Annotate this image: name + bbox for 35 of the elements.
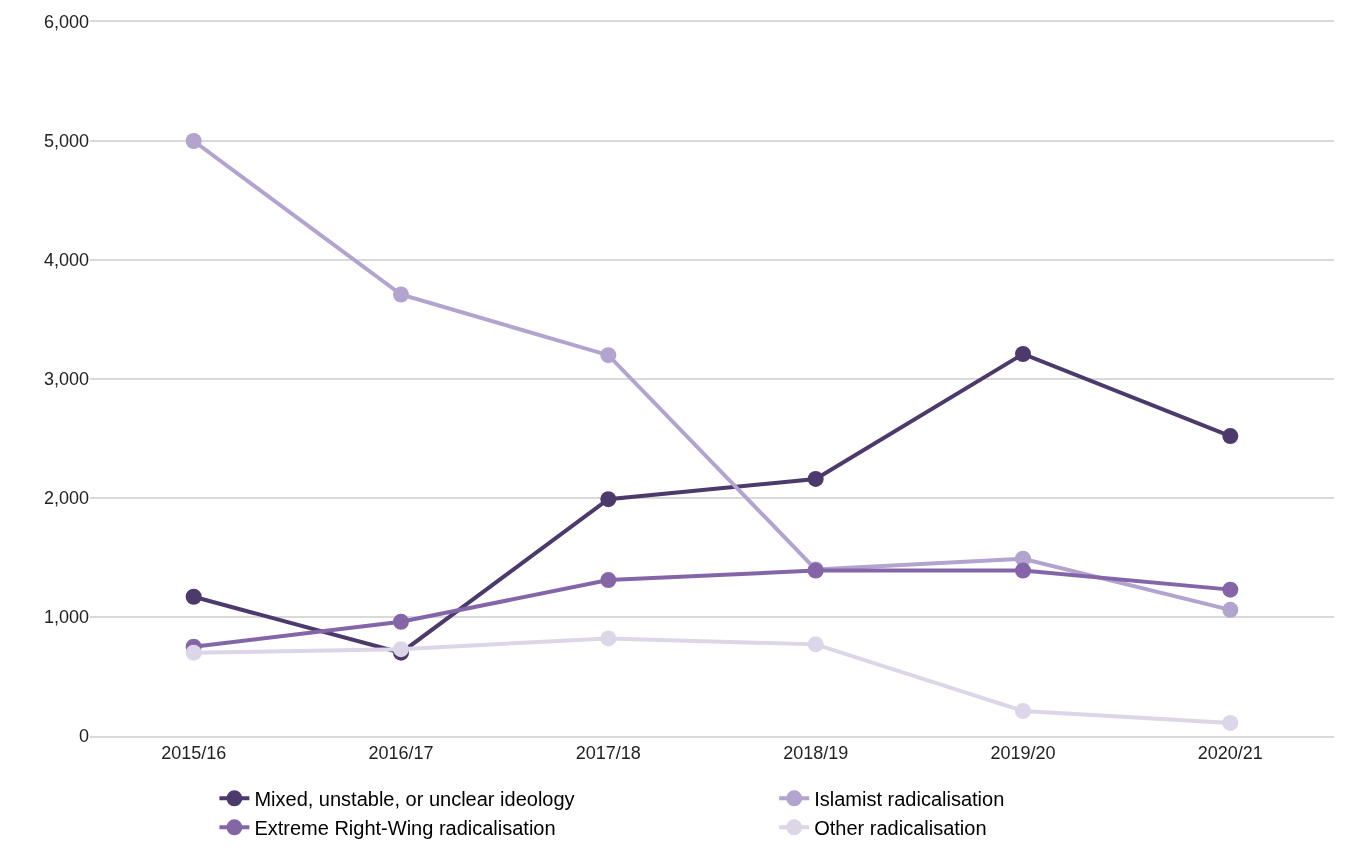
point (600, 491, 617, 508)
x-tick-label: 2018/19 (783, 743, 849, 764)
x-tick-label: 2015/16 (161, 743, 227, 764)
point (1222, 601, 1239, 618)
y-tick-label: 3,000 (43, 369, 89, 390)
point (1015, 346, 1031, 362)
y-tick-label: 4,000 (43, 250, 89, 271)
x-tick-label: 2016/17 (368, 743, 434, 764)
point (393, 286, 409, 303)
y-tick-label: 1,000 (43, 607, 89, 628)
x-tick-label: 2017/18 (575, 743, 641, 764)
legend-label: Other radicalisation (814, 817, 987, 840)
point (1222, 714, 1239, 731)
y-tick-label: 6,000 (43, 12, 89, 33)
point (185, 644, 202, 661)
point (600, 630, 617, 647)
point (185, 133, 202, 149)
y-tick-label: 0 (78, 726, 89, 747)
point (1015, 562, 1031, 579)
point (393, 613, 409, 630)
point (807, 470, 824, 487)
legend-label: Extreme Right-Wing radicalisation (254, 817, 556, 840)
y-tick-label: 5,000 (43, 131, 89, 152)
point (185, 588, 202, 605)
legend-label: Islamist radicalisation (814, 788, 1005, 811)
x-tick-label: 2020/21 (1197, 743, 1263, 764)
point (1222, 581, 1239, 598)
point (600, 347, 617, 364)
x-tick-label: 2019/20 (990, 743, 1056, 764)
point (1015, 703, 1031, 719)
point (807, 636, 824, 653)
legend-label: Mixed, unstable, or unclear ideology (254, 788, 575, 811)
point (1222, 428, 1239, 445)
point (600, 572, 617, 589)
y-tick-label: 2,000 (43, 488, 89, 509)
